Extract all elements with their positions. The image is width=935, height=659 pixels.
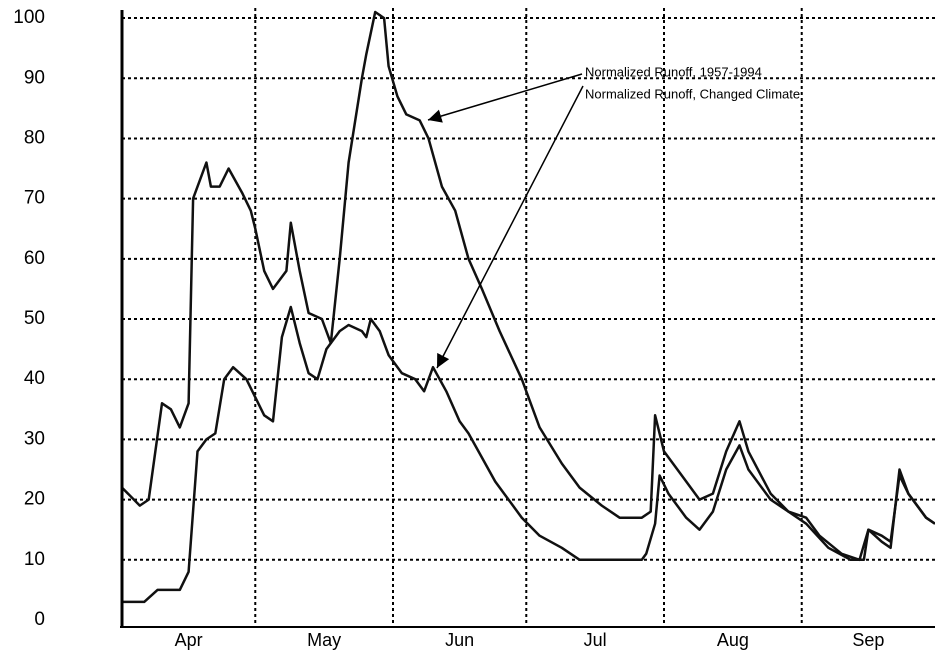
grid <box>122 8 935 626</box>
x-tick-label: Apr <box>175 630 203 650</box>
lines <box>121 10 935 604</box>
series-line <box>122 305 935 604</box>
x-tick-label: Jul <box>584 630 607 650</box>
y-tick-label: 0 <box>34 609 45 630</box>
x-tick-label: May <box>307 630 341 650</box>
x-tick-label: Sep <box>852 630 884 650</box>
arrow <box>436 85 584 369</box>
arrow <box>427 73 583 123</box>
y-tick-label: 80 <box>24 127 45 148</box>
y-tick-label: 100 <box>13 7 45 28</box>
y-tick-label: 40 <box>24 368 45 389</box>
x-tick-label: Aug <box>717 630 749 650</box>
y-tick-label: 20 <box>24 489 45 510</box>
y-tick-label: 30 <box>24 428 45 449</box>
y-tick-label: 60 <box>24 248 45 269</box>
annotation: Normalized Runoff, Changed Climate <box>585 86 800 101</box>
y-tick-label: 90 <box>24 67 45 88</box>
annotation: Normalized Runoff, 1957-1994 <box>585 64 762 79</box>
y-tick-label: 70 <box>24 188 45 209</box>
x-tick-label: Jun <box>445 630 474 650</box>
y-tick-label: 10 <box>24 549 45 570</box>
series-line <box>121 10 935 562</box>
y-tick-label: 50 <box>24 308 45 329</box>
